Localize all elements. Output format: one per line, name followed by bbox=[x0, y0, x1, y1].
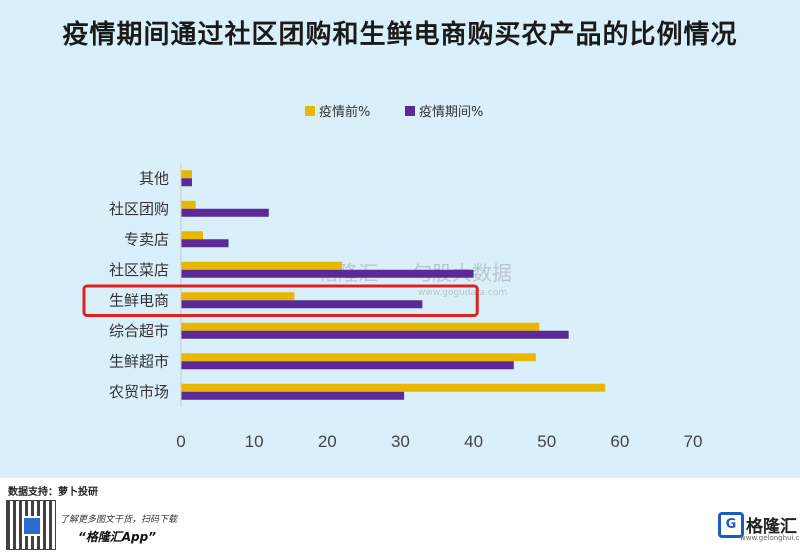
watermark-url: www.gogudata.com bbox=[418, 288, 507, 298]
promo-text: 了解更多图文干货，扫码下载 bbox=[60, 515, 178, 525]
y-tick-label-4: 生鲜电商 bbox=[109, 291, 169, 309]
legend-label-1: 疫情期间% bbox=[419, 104, 483, 120]
y-tick-label-1: 社区团购 bbox=[109, 200, 169, 218]
bar-0-1 bbox=[181, 178, 192, 187]
bar-chart: 疫情前% 疫情期间% 格隆汇勾股大数据www.gogudata.com 其他社区团… bbox=[82, 104, 702, 451]
y-tick-label-6: 生鲜超市 bbox=[109, 352, 169, 370]
legend-swatch-1 bbox=[405, 106, 415, 116]
watermark: 格隆汇勾股大数据www.gogudata.com bbox=[318, 261, 512, 298]
bar-1-1 bbox=[181, 208, 269, 217]
bar-6-1 bbox=[181, 361, 514, 370]
legend-label-0: 疫情前% bbox=[319, 104, 370, 120]
bar-2-1 bbox=[181, 239, 229, 248]
y-tick-label-3: 社区菜店 bbox=[109, 261, 169, 279]
gelonghui-logo-icon: G bbox=[718, 512, 744, 538]
x-tick-label-3: 30 bbox=[391, 432, 410, 451]
footer bbox=[0, 478, 800, 554]
y-tick-label-0: 其他 bbox=[139, 169, 169, 187]
bar-0-0 bbox=[181, 170, 192, 179]
chart-title: 疫情期间通过社区团购和生鲜电商购买农产品的比例情况 bbox=[62, 20, 738, 50]
bar-4-0 bbox=[181, 292, 295, 301]
x-tick-label-0: 0 bbox=[176, 432, 185, 451]
highlight-box-fresh-ecommerce bbox=[82, 284, 479, 317]
y-tick-label-5: 综合超市 bbox=[109, 322, 169, 340]
x-tick-label-5: 50 bbox=[537, 432, 556, 451]
source-text: 数据支持：萝卜投研 bbox=[8, 487, 98, 498]
y-tick-label-2: 专卖店 bbox=[124, 230, 169, 248]
x-tick-label-6: 60 bbox=[610, 432, 629, 451]
x-tick-label-1: 10 bbox=[245, 432, 264, 451]
x-tick-label-2: 20 bbox=[318, 432, 337, 451]
bar-5-0 bbox=[181, 322, 540, 331]
bar-7-1 bbox=[181, 391, 405, 400]
y-tick-label-7: 农贸市场 bbox=[109, 383, 169, 401]
bar-3-1 bbox=[181, 269, 474, 278]
x-tick-label-4: 40 bbox=[464, 432, 483, 451]
legend: 疫情前% 疫情期间% bbox=[305, 104, 483, 120]
bar-1-0 bbox=[181, 200, 196, 209]
bar-5-1 bbox=[181, 330, 569, 339]
bar-3-0 bbox=[181, 261, 342, 270]
bars bbox=[181, 170, 606, 400]
app-name: “格隆汇App” bbox=[78, 530, 156, 544]
bar-2-0 bbox=[181, 231, 203, 240]
legend-swatch-0 bbox=[305, 106, 315, 116]
logo-url: www.gelonghui.com bbox=[740, 534, 800, 542]
bar-7-0 bbox=[181, 383, 606, 392]
qr-logo-icon bbox=[22, 516, 42, 536]
x-tick-label-7: 70 bbox=[684, 432, 703, 451]
bar-4-1 bbox=[181, 300, 423, 309]
bar-6-0 bbox=[181, 353, 536, 362]
logo-text: 格隆汇 bbox=[746, 517, 797, 537]
x-axis-ticks: 0 10 20 30 40 50 60 70 bbox=[176, 432, 702, 451]
